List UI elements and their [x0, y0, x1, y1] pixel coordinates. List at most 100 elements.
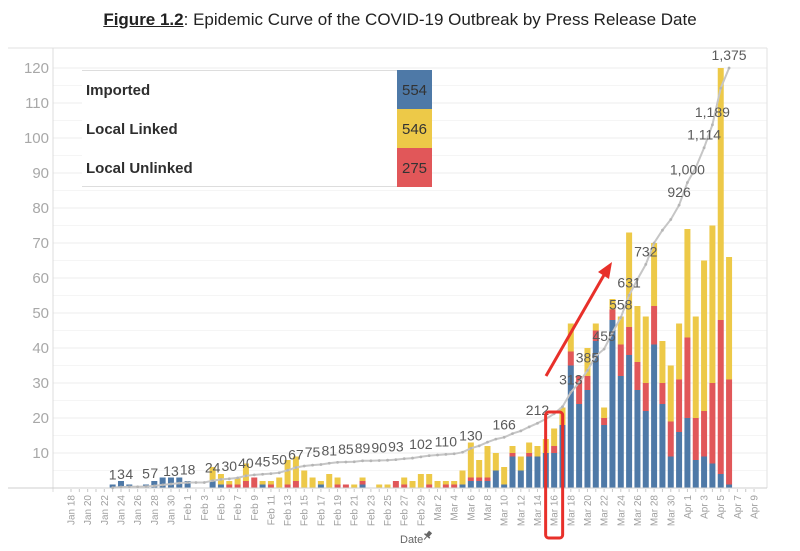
x-tick-label: Feb 9 [250, 495, 261, 521]
bar-imported [109, 484, 116, 488]
x-tick-label: Mar 10 [500, 495, 511, 527]
bar-local-linked [484, 446, 491, 478]
bar-local-unlinked [634, 362, 641, 390]
bar-local-linked [301, 470, 308, 488]
cumulative-label: 13 [163, 463, 179, 479]
bar-imported [609, 320, 616, 488]
cumulative-label: 166 [492, 416, 516, 432]
cumulative-point [144, 485, 148, 488]
x-tick-label: Apr 7 [733, 495, 744, 519]
x-tick-label: Mar 16 [550, 495, 561, 527]
cumulative-point [652, 241, 656, 245]
bar-local-linked [551, 428, 558, 446]
bar-imported [642, 411, 649, 488]
bar-local-unlinked [476, 477, 483, 481]
x-tick-label: Feb 15 [300, 495, 311, 527]
x-tick-label: Feb 3 [200, 495, 211, 521]
bar-imported [501, 484, 508, 488]
bar-imported [159, 477, 166, 488]
bar-local-unlinked [226, 484, 233, 488]
bar-local-linked [376, 484, 383, 488]
cumulative-point [194, 481, 198, 484]
x-axis-ticks: Jan 18 Jan 20 Jan 22 Jan 24 Jan 26 Jan 28 Jan … [67, 489, 761, 526]
cumulative-label: 45 [255, 453, 271, 469]
cumulative-label: 102 [409, 436, 433, 452]
legend-value-local-unlinked: 275 [402, 160, 427, 177]
bar-imported [684, 418, 691, 488]
bar-local-linked [417, 474, 424, 488]
bar-local-unlinked [676, 379, 683, 432]
bar-imported [217, 484, 224, 488]
cumulative-point [344, 460, 348, 464]
bar-local-unlinked [267, 484, 274, 488]
bar-local-unlinked [242, 481, 249, 488]
bar-local-unlinked [551, 446, 558, 453]
bar-local-linked [601, 407, 608, 418]
bar-local-unlinked [576, 376, 583, 404]
bar-imported [459, 484, 466, 488]
bar-local-unlinked [467, 477, 474, 481]
bar-local-unlinked [709, 383, 716, 464]
bar-imported [484, 481, 491, 488]
bar-local-linked [676, 323, 683, 380]
bar-local-unlinked [626, 327, 633, 355]
bar-local-unlinked [617, 344, 624, 376]
cumulative-point [202, 481, 206, 484]
cumulative-point [211, 479, 215, 483]
legend-swatch-local-unlinked [397, 148, 432, 187]
bar-imported [509, 456, 516, 488]
bar-local-unlinked [701, 411, 708, 457]
bar-local-linked [526, 442, 533, 453]
bar-local-linked [517, 456, 524, 471]
bar-local-unlinked [292, 481, 299, 488]
cumulative-point [369, 459, 373, 463]
cumulative-label: 130 [459, 427, 483, 443]
bar-local-linked [426, 474, 433, 485]
cumulative-point [411, 456, 414, 460]
cumulative-point [536, 421, 539, 425]
cumulative-label: 385 [576, 349, 600, 365]
x-tick-label: Mar 6 [466, 495, 477, 521]
bar-imported [717, 474, 724, 488]
bar-local-unlinked [659, 383, 666, 404]
bar-imported [117, 481, 124, 488]
figure-title: Figure 1.2: Epidemic Curve of the COVID-… [0, 10, 800, 30]
cumulative-point [252, 473, 256, 477]
x-tick-label: Mar 8 [483, 495, 494, 521]
cumulative-point [452, 452, 456, 456]
cumulative-point [336, 460, 339, 464]
bar-local-linked [226, 481, 233, 485]
cumulative-point [469, 446, 473, 450]
cumulative-label: 89 [355, 440, 371, 456]
bar-local-linked [326, 474, 333, 488]
bar-local-unlinked [642, 383, 649, 411]
bar-local-linked [234, 477, 241, 485]
cumulative-point [352, 460, 356, 464]
cumulative-label: 631 [617, 274, 641, 290]
bar-local-unlinked [392, 481, 399, 488]
x-tick-label: Jan 28 [150, 495, 161, 525]
cumulative-point [119, 485, 123, 489]
cumulative-point [277, 471, 281, 475]
x-tick-label: Apr 3 [700, 495, 711, 519]
cumulative-point [402, 457, 406, 461]
bar-local-unlinked [692, 418, 699, 460]
cumulative-label: 455 [592, 328, 616, 344]
legend-value-local-linked: 546 [402, 121, 427, 138]
bar-local-unlinked [342, 484, 349, 488]
bar-imported [467, 481, 474, 488]
cumulative-point [569, 390, 573, 394]
pin-icon[interactable] [421, 530, 433, 542]
bar-local-linked [726, 257, 733, 380]
bar-local-unlinked [592, 330, 599, 341]
cumulative-label: 4 [125, 466, 133, 482]
bar-imported [476, 481, 483, 488]
figure-caption: : Epidemic Curve of the COVID-19 Outbrea… [183, 10, 697, 29]
cumulative-point [594, 354, 598, 358]
bar-local-linked [259, 481, 266, 485]
cumulative-label: 81 [321, 442, 337, 458]
bar-local-linked [659, 341, 666, 383]
bar-local-linked [684, 229, 691, 338]
cumulative-label: 30 [221, 458, 237, 474]
legend-label-local-linked: Local Linked [86, 121, 178, 138]
